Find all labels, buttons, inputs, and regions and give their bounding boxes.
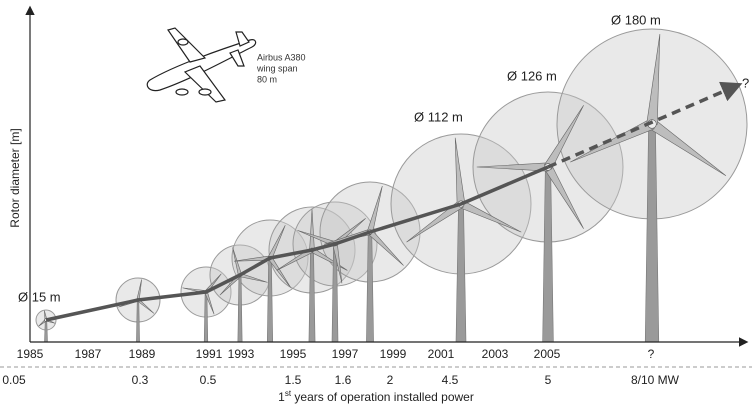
year-label: 1985 xyxy=(17,347,44,361)
tower xyxy=(204,292,208,342)
power-label: 0.3 xyxy=(132,373,149,387)
power-label: 5 xyxy=(545,373,552,387)
year-label: 2005 xyxy=(534,347,561,361)
power-label: 8/10 MW xyxy=(631,373,680,387)
diameter-label: Ø 15 m xyxy=(18,289,61,304)
year-label: ? xyxy=(648,347,655,361)
power-label: 4.5 xyxy=(442,373,459,387)
diameter-label: Ø 126 m xyxy=(507,68,557,83)
power-label: 2 xyxy=(387,373,394,387)
airplane-line: wing span xyxy=(256,63,298,73)
power-label: 0.5 xyxy=(200,373,217,387)
tower xyxy=(45,320,48,342)
airplane xyxy=(147,28,255,102)
year-label: 1987 xyxy=(75,347,102,361)
diagram: Rotor diameter [m] 1st years of operatio… xyxy=(0,0,752,406)
diameter-label: Ø 180 m xyxy=(611,12,661,27)
power-label: 0.05 xyxy=(2,373,26,387)
year-label: 1999 xyxy=(380,347,407,361)
tower xyxy=(238,275,242,342)
year-label: 1993 xyxy=(228,347,255,361)
title-text: years of operation installed power xyxy=(291,390,474,404)
airplane-name: Airbus A380 xyxy=(257,52,306,62)
x-axis-title: 1st years of operation installed power xyxy=(278,389,474,404)
year-label: 2001 xyxy=(428,347,455,361)
turbines xyxy=(36,29,747,342)
power-label: 1.5 xyxy=(285,373,302,387)
year-label: 2003 xyxy=(482,347,509,361)
power-label: 1.6 xyxy=(335,373,352,387)
airplane-line: 80 m xyxy=(257,74,277,84)
tower xyxy=(136,300,139,342)
year-label: 1991 xyxy=(196,347,223,361)
diameter-label: Ø 112 m xyxy=(414,109,463,124)
year-label: 1989 xyxy=(129,347,156,361)
y-axis-label: Rotor diameter [m] xyxy=(8,128,22,227)
year-label: 1995 xyxy=(280,347,307,361)
year-label: 1997 xyxy=(332,347,359,361)
trend-end-label: ? xyxy=(742,75,749,90)
